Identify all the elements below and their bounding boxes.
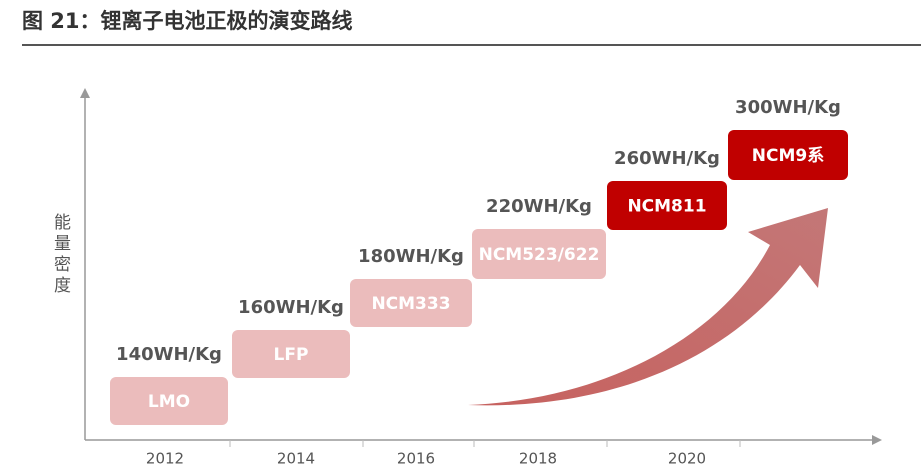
material-box [728, 130, 848, 180]
energy-label: 140WH/Kg [116, 344, 222, 365]
material-box [472, 229, 606, 279]
material-box [607, 181, 727, 230]
year-label: 2016 [397, 450, 435, 467]
material-label: LFP [274, 345, 309, 365]
energy-label: 180WH/Kg [358, 246, 464, 267]
energy-label: 300WH/Kg [735, 97, 841, 118]
year-label: 2020 [668, 450, 706, 467]
energy-label: 160WH/Kg [238, 297, 344, 318]
year-label: 2014 [277, 450, 315, 467]
material-label: NCM333 [371, 294, 450, 314]
y-axis-label-text: 能量密度 [50, 213, 71, 297]
growth-arrow [468, 208, 828, 406]
material-label: NCM811 [627, 197, 706, 217]
material-label: LMO [148, 392, 190, 412]
energy-label: 220WH/Kg [486, 196, 592, 217]
y-arrow [80, 88, 90, 98]
energy-label: 260WH/Kg [614, 148, 720, 169]
title: 图 21：锂离子电池正极的演变路线 [22, 9, 353, 33]
material-box [110, 377, 228, 425]
material-box [232, 330, 350, 378]
year-label: 2018 [519, 450, 557, 467]
y-axis-label: 能量密度 [50, 213, 71, 297]
year-label: 2012 [146, 450, 184, 467]
material-label: NCM9系 [752, 146, 824, 166]
material-label: NCM523/622 [479, 245, 600, 265]
material-box [350, 279, 472, 327]
x-arrow [872, 435, 882, 445]
